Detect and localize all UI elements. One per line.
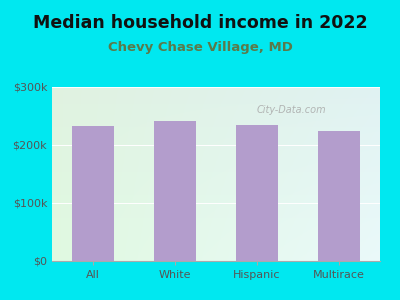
Text: City-Data.com: City-Data.com <box>257 105 326 115</box>
Text: Median household income in 2022: Median household income in 2022 <box>33 14 367 32</box>
Text: Chevy Chase Village, MD: Chevy Chase Village, MD <box>108 40 292 53</box>
Bar <box>318 131 360 261</box>
Bar <box>72 126 114 261</box>
Bar <box>154 121 196 261</box>
Bar <box>236 125 278 261</box>
